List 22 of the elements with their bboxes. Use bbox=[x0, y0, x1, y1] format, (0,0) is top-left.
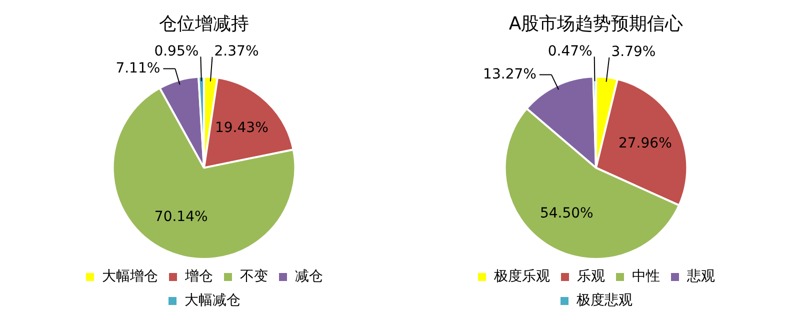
data-label: 19.43% bbox=[214, 120, 268, 136]
legend-label: 不变 bbox=[240, 268, 268, 285]
data-label: 0.95% bbox=[154, 43, 199, 60]
data-label: 54.50% bbox=[540, 206, 594, 222]
legend-label: 大幅减仓 bbox=[184, 292, 240, 309]
data-label: 13.27% bbox=[483, 66, 536, 82]
legend-label: 悲观 bbox=[686, 268, 715, 285]
legend-label: 减仓 bbox=[295, 268, 323, 285]
legend-label: 增仓 bbox=[184, 268, 213, 285]
data-label: 3.79% bbox=[611, 44, 656, 60]
chart-title: 仓位增减持 bbox=[159, 13, 249, 34]
data-label: 27.96% bbox=[618, 135, 672, 152]
legend-label: 极度乐观 bbox=[493, 268, 550, 285]
data-label: 7.11% bbox=[116, 60, 160, 76]
data-label: 2.37% bbox=[214, 44, 259, 60]
chart-title: A股市场趋势预期信心 bbox=[508, 13, 684, 34]
data-label: 0.47% bbox=[548, 43, 592, 60]
legend-label: 极度悲观 bbox=[576, 292, 632, 309]
legend-label: 乐观 bbox=[577, 268, 605, 285]
legend-label: 中性 bbox=[632, 268, 660, 285]
legend-label: 大幅增仓 bbox=[102, 268, 158, 285]
data-label: 70.14% bbox=[154, 209, 208, 226]
